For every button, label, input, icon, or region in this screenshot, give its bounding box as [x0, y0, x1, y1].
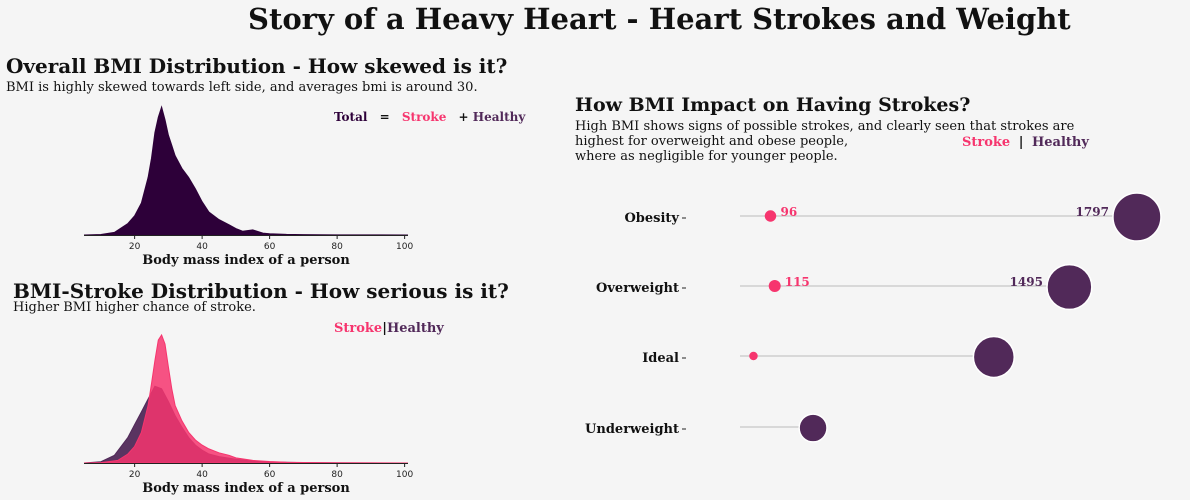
x-tick-label: 40: [196, 242, 208, 252]
category-label: Ideal: [642, 351, 679, 366]
x-tick-label: 80: [331, 470, 343, 480]
legend-healthy: Healthy: [1032, 135, 1089, 150]
legend-plus: +: [458, 110, 469, 124]
legend-stroke: Stroke: [401, 110, 447, 124]
healthy-value-label: 1495: [1010, 275, 1043, 289]
x-axis-label: Body mass index of a person: [142, 481, 350, 496]
panel3-legend: Stroke | Healthy: [962, 135, 1089, 150]
healthy-value-label: 1797: [1076, 205, 1109, 219]
stroke-dot: [749, 351, 758, 361]
category-label: Obesity: [624, 211, 679, 226]
x-tick-label: 20: [129, 470, 141, 480]
x-tick-label: 60: [264, 242, 276, 252]
legend-healthy: Healthy: [472, 110, 526, 124]
x-tick-label: 40: [196, 470, 208, 480]
panel2-legend: Stroke|Healthy: [334, 321, 444, 336]
x-tick-label: 100: [396, 470, 413, 480]
healthy-dot: [972, 335, 1015, 379]
healthy-dot: [1046, 263, 1093, 311]
panel3-subtitle-line: highest for overweight and obese people,: [575, 134, 849, 149]
healthy-dot: [798, 413, 828, 443]
main-title: Story of a Heavy Heart - Heart Strokes a…: [248, 2, 1071, 36]
density-area-stroke: [83, 333, 409, 464]
panel1-title: Overall BMI Distribution - How skewed is…: [6, 54, 508, 78]
x-tick-label: 100: [396, 242, 413, 252]
legend-stroke: Stroke: [334, 321, 383, 336]
stroke-dot: [768, 280, 781, 292]
panel3-subtitle-line: High BMI shows signs of possible strokes…: [575, 119, 1075, 134]
legend-separator: |: [1018, 135, 1024, 150]
stroke-value-label: 96: [780, 205, 797, 219]
density-area-total: [83, 105, 409, 236]
x-tick-label: 20: [129, 242, 141, 252]
category-label: Underweight: [585, 422, 679, 437]
stroke-dot: [764, 210, 777, 222]
panel2-subtitle: Higher BMI higher chance of stroke.: [13, 300, 256, 315]
legend-equals: =: [379, 110, 390, 124]
healthy-dot: [1112, 192, 1162, 242]
panel1-legend: Total = Stroke + Healthy: [334, 110, 525, 124]
x-tick-label: 80: [331, 242, 343, 252]
legend-total: Total: [334, 110, 368, 124]
panel2-title: BMI-Stroke Distribution - How serious is…: [13, 279, 509, 303]
panel3-title: How BMI Impact on Having Strokes?: [575, 94, 971, 116]
legend-healthy: Healthy: [386, 321, 444, 336]
x-axis-label: Body mass index of a person: [142, 253, 350, 268]
stroke-value-label: 115: [785, 275, 810, 289]
panel1-subtitle: BMI is highly skewed towards left side, …: [6, 80, 478, 95]
category-label: Overweight: [596, 281, 679, 296]
x-tick-label: 60: [264, 470, 276, 480]
legend-separator: |: [382, 321, 387, 336]
panel3-subtitle-line: where as negligible for younger people.: [575, 149, 838, 164]
legend-stroke: Stroke: [962, 135, 1011, 150]
